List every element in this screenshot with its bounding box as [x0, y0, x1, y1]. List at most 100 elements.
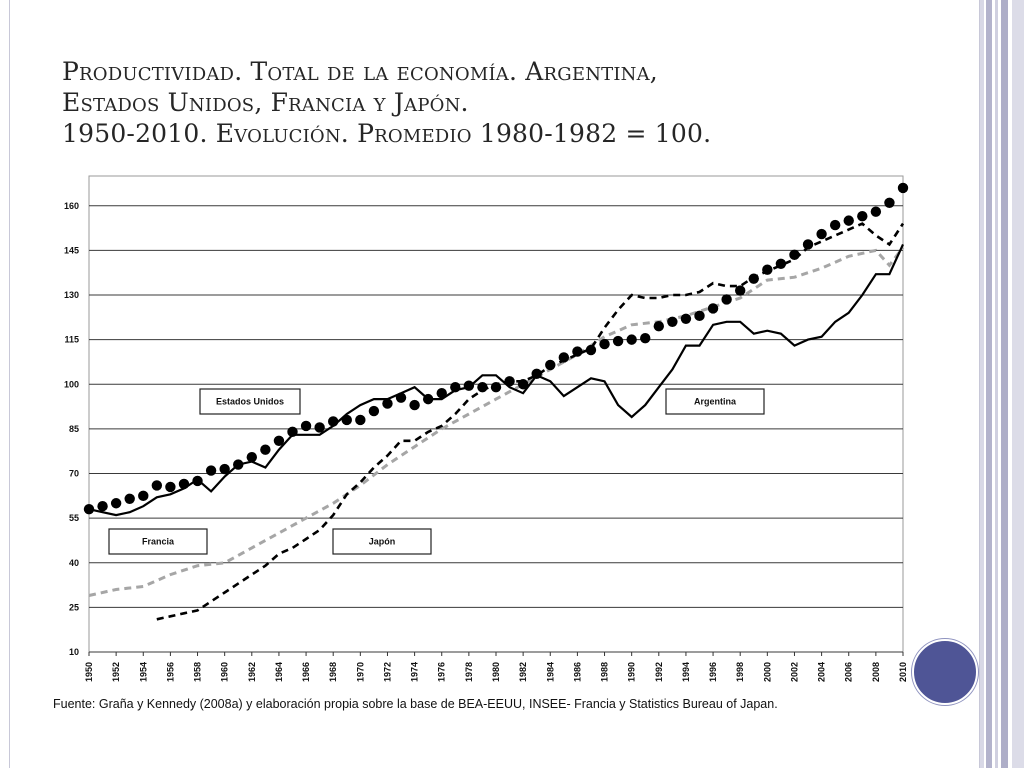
series-point-estados-unidos: [328, 416, 339, 427]
y-tick-label: 145: [64, 245, 79, 255]
x-tick-label: 1952: [111, 662, 121, 682]
series-point-estados-unidos: [707, 303, 719, 314]
x-tick-label: 1960: [220, 662, 230, 682]
series-point-estados-unidos: [762, 264, 773, 275]
series-point-estados-unidos: [368, 405, 380, 417]
series-point-estados-unidos: [314, 422, 325, 433]
series-point-estados-unidos: [138, 490, 149, 502]
x-tick-label: 1982: [518, 662, 528, 682]
decorative-stripe: [1012, 0, 1024, 768]
decorative-stripe: [980, 0, 984, 768]
decorative-stripe: [995, 0, 998, 768]
series-point-estados-unidos: [653, 321, 664, 332]
x-tick-label: 1992: [654, 662, 664, 682]
x-tick-label: 1958: [193, 662, 203, 682]
series-line-francia: [88, 246, 905, 597]
series-point-estados-unidos: [341, 414, 352, 426]
series-point-estados-unidos: [748, 273, 759, 284]
x-tick-label: 2000: [762, 662, 772, 682]
y-tick-label: 40: [69, 558, 79, 568]
series-point-estados-unidos: [490, 382, 502, 393]
series-point-estados-unidos: [436, 387, 447, 399]
x-tick-label: 1956: [165, 662, 175, 682]
title-line-3: 1950-2010. Evolución. Promedio 1980-1982…: [62, 119, 712, 148]
series-point-estados-unidos: [870, 206, 882, 217]
series-point-estados-unidos: [626, 334, 637, 345]
series-point-estados-unidos: [504, 376, 515, 387]
series-point-estados-unidos: [422, 393, 434, 405]
series-point-estados-unidos: [558, 352, 570, 363]
series-point-estados-unidos: [599, 338, 610, 350]
series-point-estados-unidos: [409, 399, 420, 411]
x-tick-label: 1994: [681, 662, 691, 682]
series-point-estados-unidos: [694, 310, 705, 322]
x-tick-label: 2008: [871, 662, 881, 682]
x-tick-label: 1996: [708, 662, 718, 682]
series-point-estados-unidos: [395, 392, 407, 403]
x-tick-label: 1988: [600, 662, 610, 682]
series-point-estados-unidos: [287, 426, 298, 438]
source-note: Fuente: Graña y Kennedy (2008a) y elabor…: [53, 697, 778, 711]
x-tick-label: 2002: [789, 662, 799, 682]
y-tick-label: 10: [69, 647, 79, 657]
legend-box: [199, 388, 301, 415]
series-point-estados-unidos: [382, 398, 393, 409]
y-tick-label: 70: [69, 469, 79, 479]
x-tick-label: 2010: [898, 662, 908, 682]
decorative-circle: [912, 639, 978, 705]
x-tick-label: 1980: [491, 662, 501, 682]
y-tick-label: 130: [64, 290, 79, 300]
series-point-estados-unidos: [884, 197, 895, 208]
legend-label: Japón: [369, 537, 396, 547]
x-tick-label: 1974: [410, 662, 420, 682]
series-point-estados-unidos: [857, 210, 868, 222]
series-point-estados-unidos: [585, 344, 597, 356]
x-tick-label: 1966: [301, 662, 311, 682]
series-point-estados-unidos: [735, 285, 746, 296]
x-tick-label: 1976: [437, 662, 447, 682]
legend-label: Argentina: [694, 397, 737, 407]
series-point-estados-unidos: [640, 332, 651, 344]
series-point-estados-unidos: [124, 493, 135, 504]
x-tick-label: 1978: [464, 662, 474, 682]
decorative-stripe: [986, 0, 992, 768]
series-point-estados-unidos: [477, 382, 488, 393]
x-tick-label: 1962: [247, 662, 257, 682]
series-point-estados-unidos: [192, 475, 203, 487]
series-point-estados-unidos: [816, 228, 827, 240]
title-line-1: Productividad. Total de la economía. Arg…: [62, 57, 658, 86]
series-point-estados-unidos: [97, 501, 108, 512]
series-point-estados-unidos: [233, 459, 244, 470]
series-point-estados-unidos: [205, 465, 217, 476]
series-point-estados-unidos: [517, 379, 529, 390]
legend-label: Estados Unidos: [216, 397, 284, 407]
plot-area: 10 25 40 55 70 85 100 115 130 145 160 1950 1952 1954 1…: [64, 175, 909, 682]
legend-box: [665, 388, 765, 415]
series-point-estados-unidos: [151, 480, 163, 491]
series-point-estados-unidos: [612, 335, 624, 347]
series-line-argentina: [88, 243, 905, 517]
series-line-japon: [156, 222, 905, 621]
series-point-estados-unidos: [680, 313, 692, 324]
x-tick-label: 1984: [545, 662, 555, 682]
series-point-estados-unidos: [246, 451, 257, 463]
series-point-estados-unidos: [83, 504, 95, 515]
series-point-estados-unidos: [897, 182, 909, 194]
series-point-estados-unidos: [531, 368, 542, 380]
series-point-estados-unidos: [463, 380, 475, 391]
slide-title: Productividad. Total de la economía. Arg…: [62, 56, 922, 149]
x-tick-label: 1990: [627, 662, 637, 682]
x-tick-label: 1968: [328, 662, 338, 682]
series-point-estados-unidos: [273, 435, 285, 446]
y-tick-label: 85: [69, 424, 79, 434]
x-tick-label: 2004: [817, 662, 827, 682]
series-point-estados-unidos: [219, 463, 230, 475]
legend-box: [332, 528, 432, 555]
x-tick-label: 1964: [274, 662, 284, 682]
series-point-estados-unidos: [110, 498, 122, 509]
series-point-estados-unidos: [721, 294, 732, 305]
series-point-estados-unidos: [667, 316, 678, 327]
series-point-estados-unidos: [829, 219, 841, 231]
series-point-estados-unidos: [843, 215, 854, 226]
